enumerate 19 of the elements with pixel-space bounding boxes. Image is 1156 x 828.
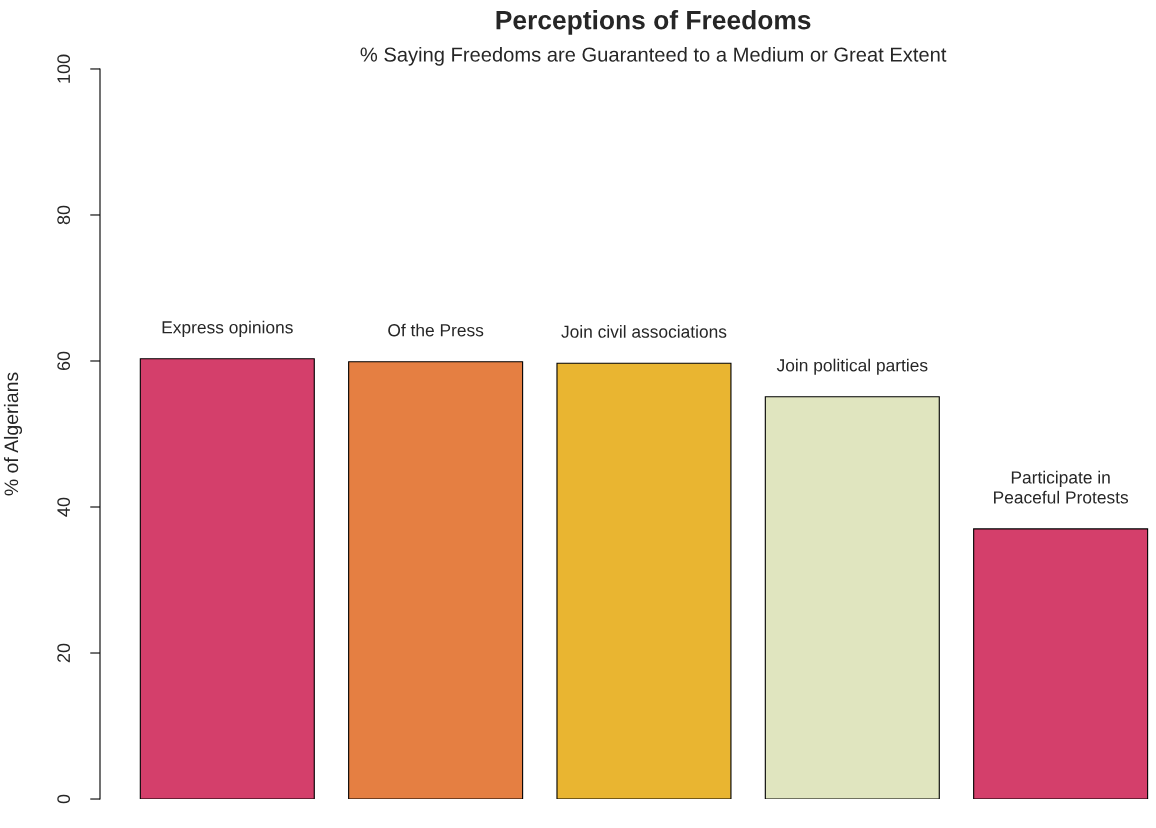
bar (973, 528, 1149, 800)
y-tick-label: 0 (57, 794, 71, 804)
x-tick-label: Of the Press (388, 323, 484, 337)
bar (348, 361, 524, 800)
x-tick-label: Express opinions (162, 320, 293, 337)
y-tick-label: 40 (57, 497, 71, 517)
y-tick-label: 80 (57, 205, 71, 225)
chart-subtitle: % Saying Freedoms are Guaranteed to a Medium or Great Extent (360, 46, 947, 66)
y-tick-label: 100 (57, 54, 71, 83)
y-tick-label: 20 (57, 643, 71, 663)
x-tick-label: Join political parties (776, 358, 928, 375)
x-tick-label: Participate in Peaceful Protests (994, 470, 1129, 504)
y-axis-title: % of Algerians (3, 372, 23, 496)
bar (556, 362, 732, 800)
bar (139, 358, 315, 800)
chart-title: Perceptions of Freedoms (496, 10, 811, 35)
y-tick-label: 60 (57, 351, 71, 371)
x-tick-label: Join civil associations (561, 325, 727, 338)
bar (764, 396, 940, 800)
